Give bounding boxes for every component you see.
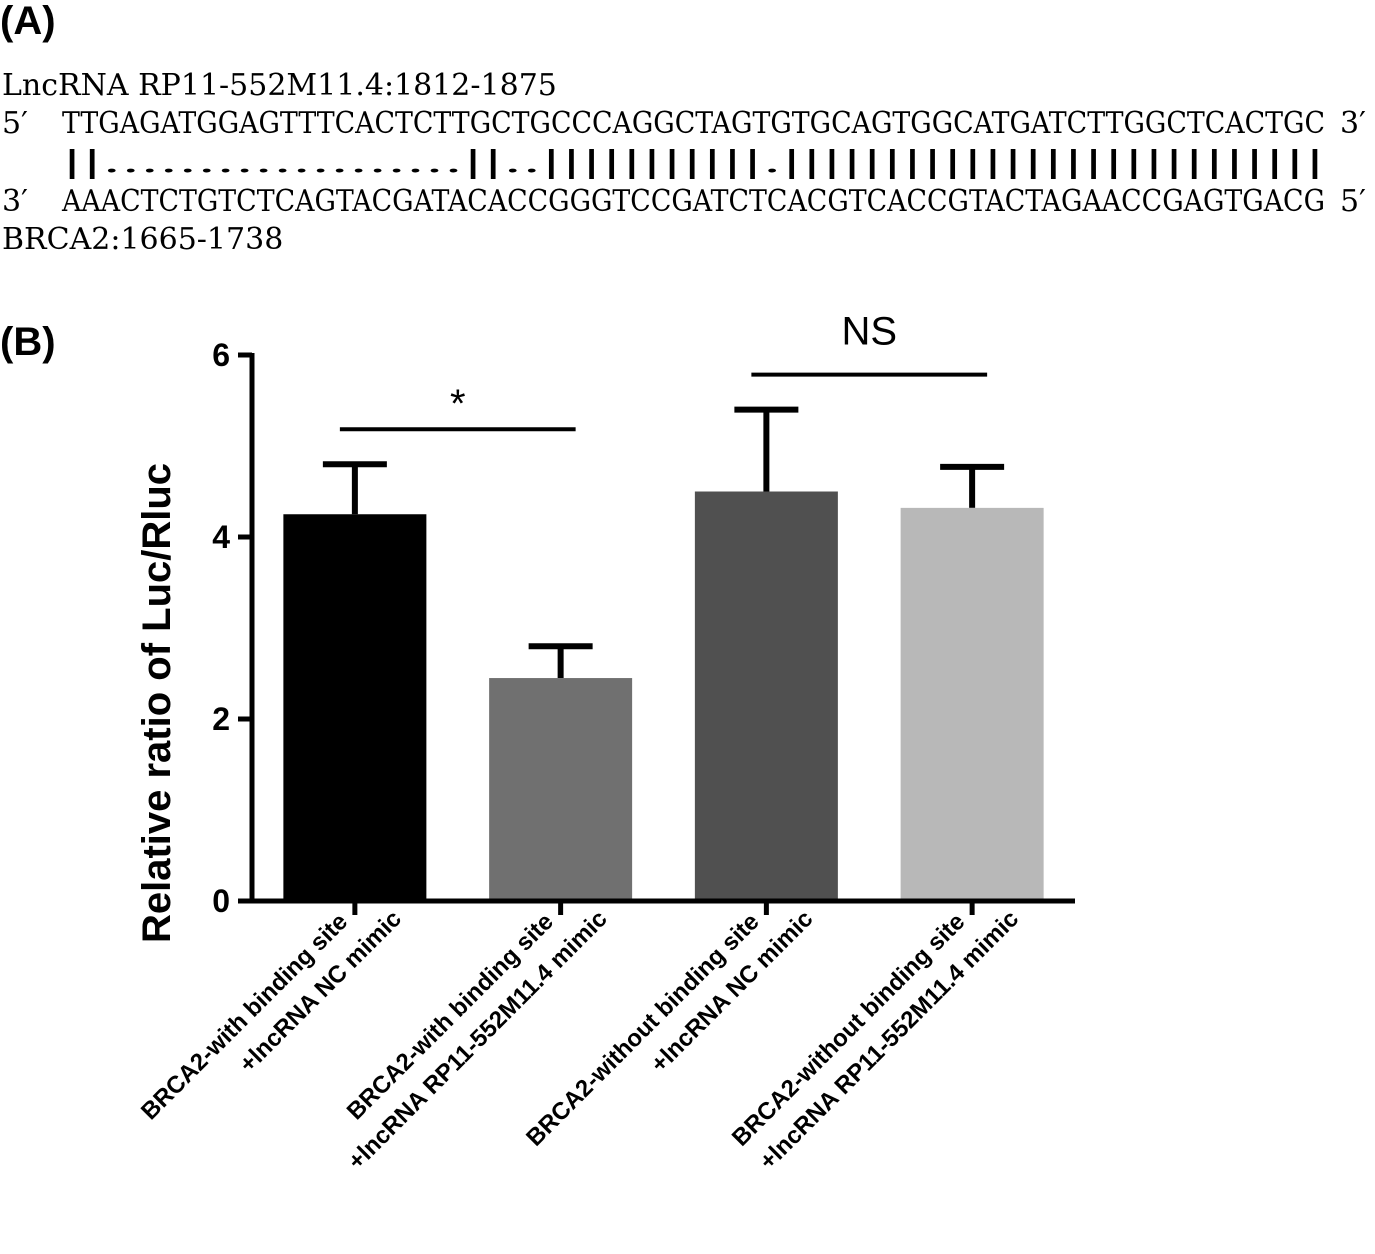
bottom-prime-right: 5′ xyxy=(1340,184,1366,219)
bar-1 xyxy=(283,514,427,901)
top-prime-left: 5′ xyxy=(2,106,28,141)
significance-label-2: NS xyxy=(841,310,897,354)
y-tick-label-6: 6 xyxy=(212,337,230,373)
panel-b-label: (B) xyxy=(0,320,56,364)
significance-label-1: * xyxy=(450,382,466,426)
y-tick-label-0: 0 xyxy=(212,883,230,919)
pairing-line: ||...................||..|||||||||||.|||… xyxy=(62,145,1325,180)
lncrna-header: LncRNA RP11-552M11.4:1812-1875 xyxy=(2,68,557,103)
y-tick-label-2: 2 xyxy=(212,701,230,737)
y-tick-label-4: 4 xyxy=(212,519,230,555)
brca2-footer: BRCA2:1665-1738 xyxy=(2,222,283,257)
x-tick-label-3: BRCA2-without binding site+lncRNA NC mim… xyxy=(521,880,818,1177)
y-axis-label: Relative ratio of Luc/Rluc xyxy=(135,463,179,943)
bar-2 xyxy=(489,678,633,901)
panel-a-label: (A) xyxy=(0,0,56,43)
x-tick-label-2: BRCA2-with binding site+lncRNA RP11-552M… xyxy=(317,880,612,1175)
bottom-prime-left: 3′ xyxy=(2,184,28,219)
bar-3 xyxy=(694,491,838,901)
bar-chart: 0 2 4 6 Relative ratio of Luc/Rluc BRCA2-with… xyxy=(135,310,1075,1177)
x-tick-label-4: BRCA2-without binding site+lncRNA RP11-5… xyxy=(727,880,1024,1177)
top-sequence: TTGAGATGGAGTTTCACTCTTGCTGCCCAGGCTAGTGTGC… xyxy=(62,106,1325,141)
bottom-sequence: AAACTCTGTCTCAGTACGATACACCGGGTCCGATCTCACG… xyxy=(61,184,1325,219)
bar-4 xyxy=(900,507,1044,901)
top-prime-right: 3′ xyxy=(1340,106,1366,141)
